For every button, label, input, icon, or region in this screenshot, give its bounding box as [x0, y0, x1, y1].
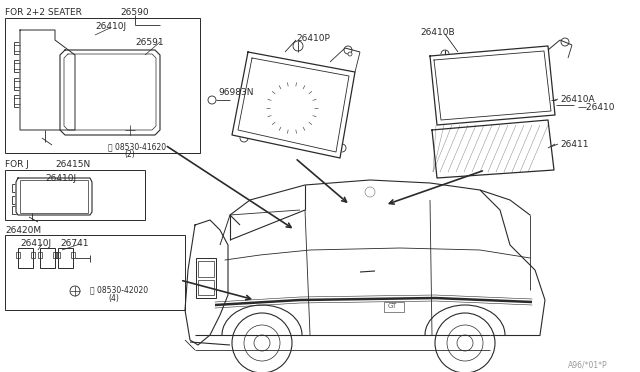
Bar — [5, 18, 200, 153]
Text: 26591: 26591 — [135, 38, 164, 47]
Text: 26410J: 26410J — [95, 22, 126, 31]
Bar — [80, 112, 100, 124]
Bar — [14, 60, 24, 72]
Bar — [16, 252, 20, 258]
Bar — [31, 252, 35, 258]
Bar — [5, 170, 145, 220]
Bar — [480, 128, 505, 136]
Text: 26411: 26411 — [560, 140, 589, 149]
Bar — [40, 248, 55, 268]
Bar — [14, 78, 24, 90]
Text: 96983N: 96983N — [218, 88, 253, 97]
Text: 26410B: 26410B — [420, 28, 454, 37]
Bar — [53, 252, 57, 258]
Text: FOR 2+2 SEATER: FOR 2+2 SEATER — [5, 8, 82, 17]
Bar — [384, 302, 404, 312]
Bar — [71, 252, 75, 258]
Text: Ⓢ 08530-41620: Ⓢ 08530-41620 — [108, 142, 166, 151]
Bar — [5, 235, 185, 310]
Text: —26410: —26410 — [578, 103, 616, 112]
Bar — [38, 252, 42, 258]
Bar — [58, 248, 73, 268]
Text: 26741: 26741 — [60, 239, 88, 248]
Polygon shape — [232, 52, 355, 158]
Text: Ⓢ 08530-42020: Ⓢ 08530-42020 — [90, 285, 148, 294]
Circle shape — [348, 52, 352, 56]
Polygon shape — [16, 178, 92, 215]
Bar — [198, 261, 214, 277]
Bar — [12, 196, 20, 204]
Text: 26590: 26590 — [120, 8, 148, 17]
Text: 26420M: 26420M — [5, 226, 41, 235]
Polygon shape — [430, 46, 555, 125]
Text: GT: GT — [388, 303, 397, 309]
Bar — [196, 258, 216, 298]
Text: 26410P: 26410P — [296, 34, 330, 43]
Polygon shape — [432, 120, 554, 178]
Bar — [12, 206, 20, 214]
Bar — [18, 248, 33, 268]
Polygon shape — [20, 30, 75, 130]
Text: 26410J: 26410J — [45, 174, 76, 183]
Text: 26410J: 26410J — [20, 239, 51, 248]
Text: (4): (4) — [108, 294, 119, 303]
Bar — [14, 95, 24, 107]
Bar — [520, 68, 542, 83]
Text: 26410A: 26410A — [560, 95, 595, 104]
Bar — [524, 72, 538, 80]
Text: FOR J: FOR J — [5, 160, 29, 169]
Text: A96/*01*P: A96/*01*P — [568, 360, 607, 369]
Text: (2): (2) — [124, 150, 135, 159]
Text: 26415N: 26415N — [55, 160, 90, 169]
Bar — [14, 42, 24, 54]
Bar — [198, 280, 214, 295]
Bar — [12, 184, 20, 192]
Bar — [56, 252, 60, 258]
Polygon shape — [60, 50, 160, 135]
